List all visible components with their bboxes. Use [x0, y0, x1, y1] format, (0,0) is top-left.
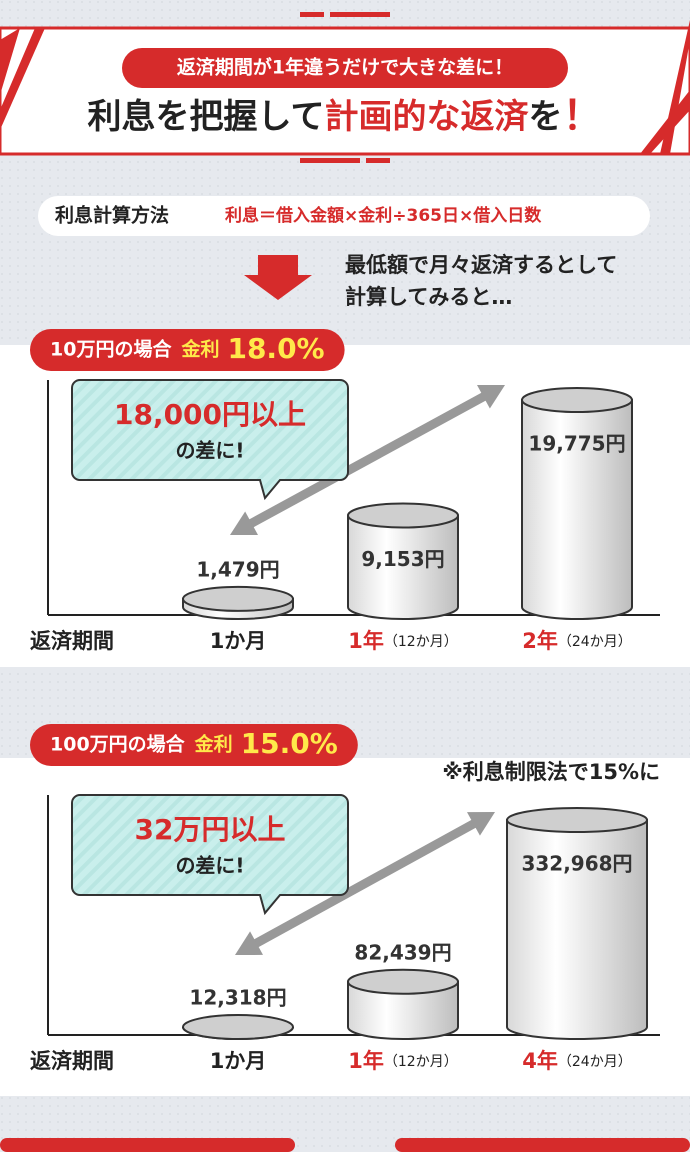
- category-label: 1年（12か月）: [348, 1049, 457, 1073]
- arrow-head: [235, 931, 263, 955]
- decoration: [0, 1138, 295, 1152]
- cylinder-top: [521, 387, 633, 413]
- diff-arrow: [245, 390, 490, 530]
- category-note: （24か月）: [558, 1054, 632, 1070]
- arrow-head: [230, 511, 258, 536]
- value-label: 1,479円: [196, 557, 279, 581]
- header-subtitle: 返済期間が1年違うだけで大きな差に！: [177, 56, 513, 79]
- category-label: 1か月: [210, 1049, 267, 1073]
- value-label: 332,968円: [521, 852, 632, 876]
- callout-main: 18,000円以上: [114, 398, 306, 431]
- arrow-head: [467, 812, 495, 836]
- rate-label: 金利: [194, 733, 233, 756]
- cylinder-body: [521, 399, 633, 620]
- header: 返済期間が1年違うだけで大きな差に！ 利息を把握して計画的な返済を！: [0, 12, 690, 163]
- formula-box: [38, 196, 650, 236]
- category-label: 1か月: [210, 629, 267, 653]
- category-name: 1年: [348, 629, 384, 653]
- category-label: 1年（12か月）: [348, 629, 457, 653]
- cylinder-body: [506, 819, 648, 1040]
- cylinder-top: [182, 1014, 294, 1041]
- cylinder-top: [347, 968, 459, 995]
- value-label: 82,439円: [354, 940, 451, 964]
- chart-title: 10万円の場合: [50, 338, 172, 361]
- category-note: （12か月）: [384, 1054, 458, 1070]
- note-line: 最低額で月々返済するとして: [345, 253, 617, 277]
- category-note: （12か月）: [384, 634, 458, 650]
- cylinder-body: [347, 980, 459, 1040]
- category-name: 1か月: [210, 629, 267, 653]
- diff-arrow: [250, 817, 480, 950]
- callout-sub: の差に!: [175, 854, 244, 878]
- value-label: 19,775円: [528, 432, 625, 456]
- formula-label: 利息計算方法: [55, 204, 169, 227]
- formula-text: 利息＝借入金額×金利÷365日×借入日数: [225, 205, 542, 226]
- rate-value: 15.0%: [241, 727, 338, 760]
- value-label: 12,318円: [189, 986, 286, 1010]
- down-arrow: [244, 255, 312, 300]
- chart-title-pill: [30, 724, 358, 766]
- category-note: （24か月）: [558, 634, 632, 650]
- cylinder-top: [506, 807, 648, 833]
- header-title: 利息を把握して計画的な返済を！: [88, 93, 603, 139]
- callout-box: [71, 379, 349, 501]
- category-name: 1年: [348, 1049, 384, 1073]
- category-name: 4年: [522, 1049, 558, 1073]
- x-axis-label: 返済期間: [30, 1049, 114, 1073]
- decoration: [395, 1138, 690, 1152]
- callout-main: 32万円以上: [135, 813, 286, 846]
- category-name: 2年: [522, 629, 558, 653]
- chart-title: 100万円の場合: [50, 733, 186, 756]
- value-label: 9,153円: [361, 547, 444, 571]
- chart-title-pill: [30, 329, 345, 371]
- category-label: 2年（24か月）: [522, 629, 631, 653]
- cylinder-body: [347, 514, 459, 620]
- cylinder-top: [182, 585, 294, 612]
- arrow-head: [477, 384, 505, 409]
- callout-sub: の差に!: [175, 439, 244, 463]
- category-name: 1か月: [210, 1049, 267, 1073]
- rate-value: 18.0%: [227, 332, 324, 365]
- cylinder-top: [347, 502, 459, 529]
- callout-box: [71, 794, 349, 916]
- note-line: 計算してみると…: [345, 285, 512, 309]
- x-axis-label: 返済期間: [30, 629, 114, 653]
- category-label: 4年（24か月）: [522, 1049, 631, 1073]
- annotation: ※利息制限法で15%に: [442, 760, 660, 784]
- rate-label: 金利: [180, 338, 219, 361]
